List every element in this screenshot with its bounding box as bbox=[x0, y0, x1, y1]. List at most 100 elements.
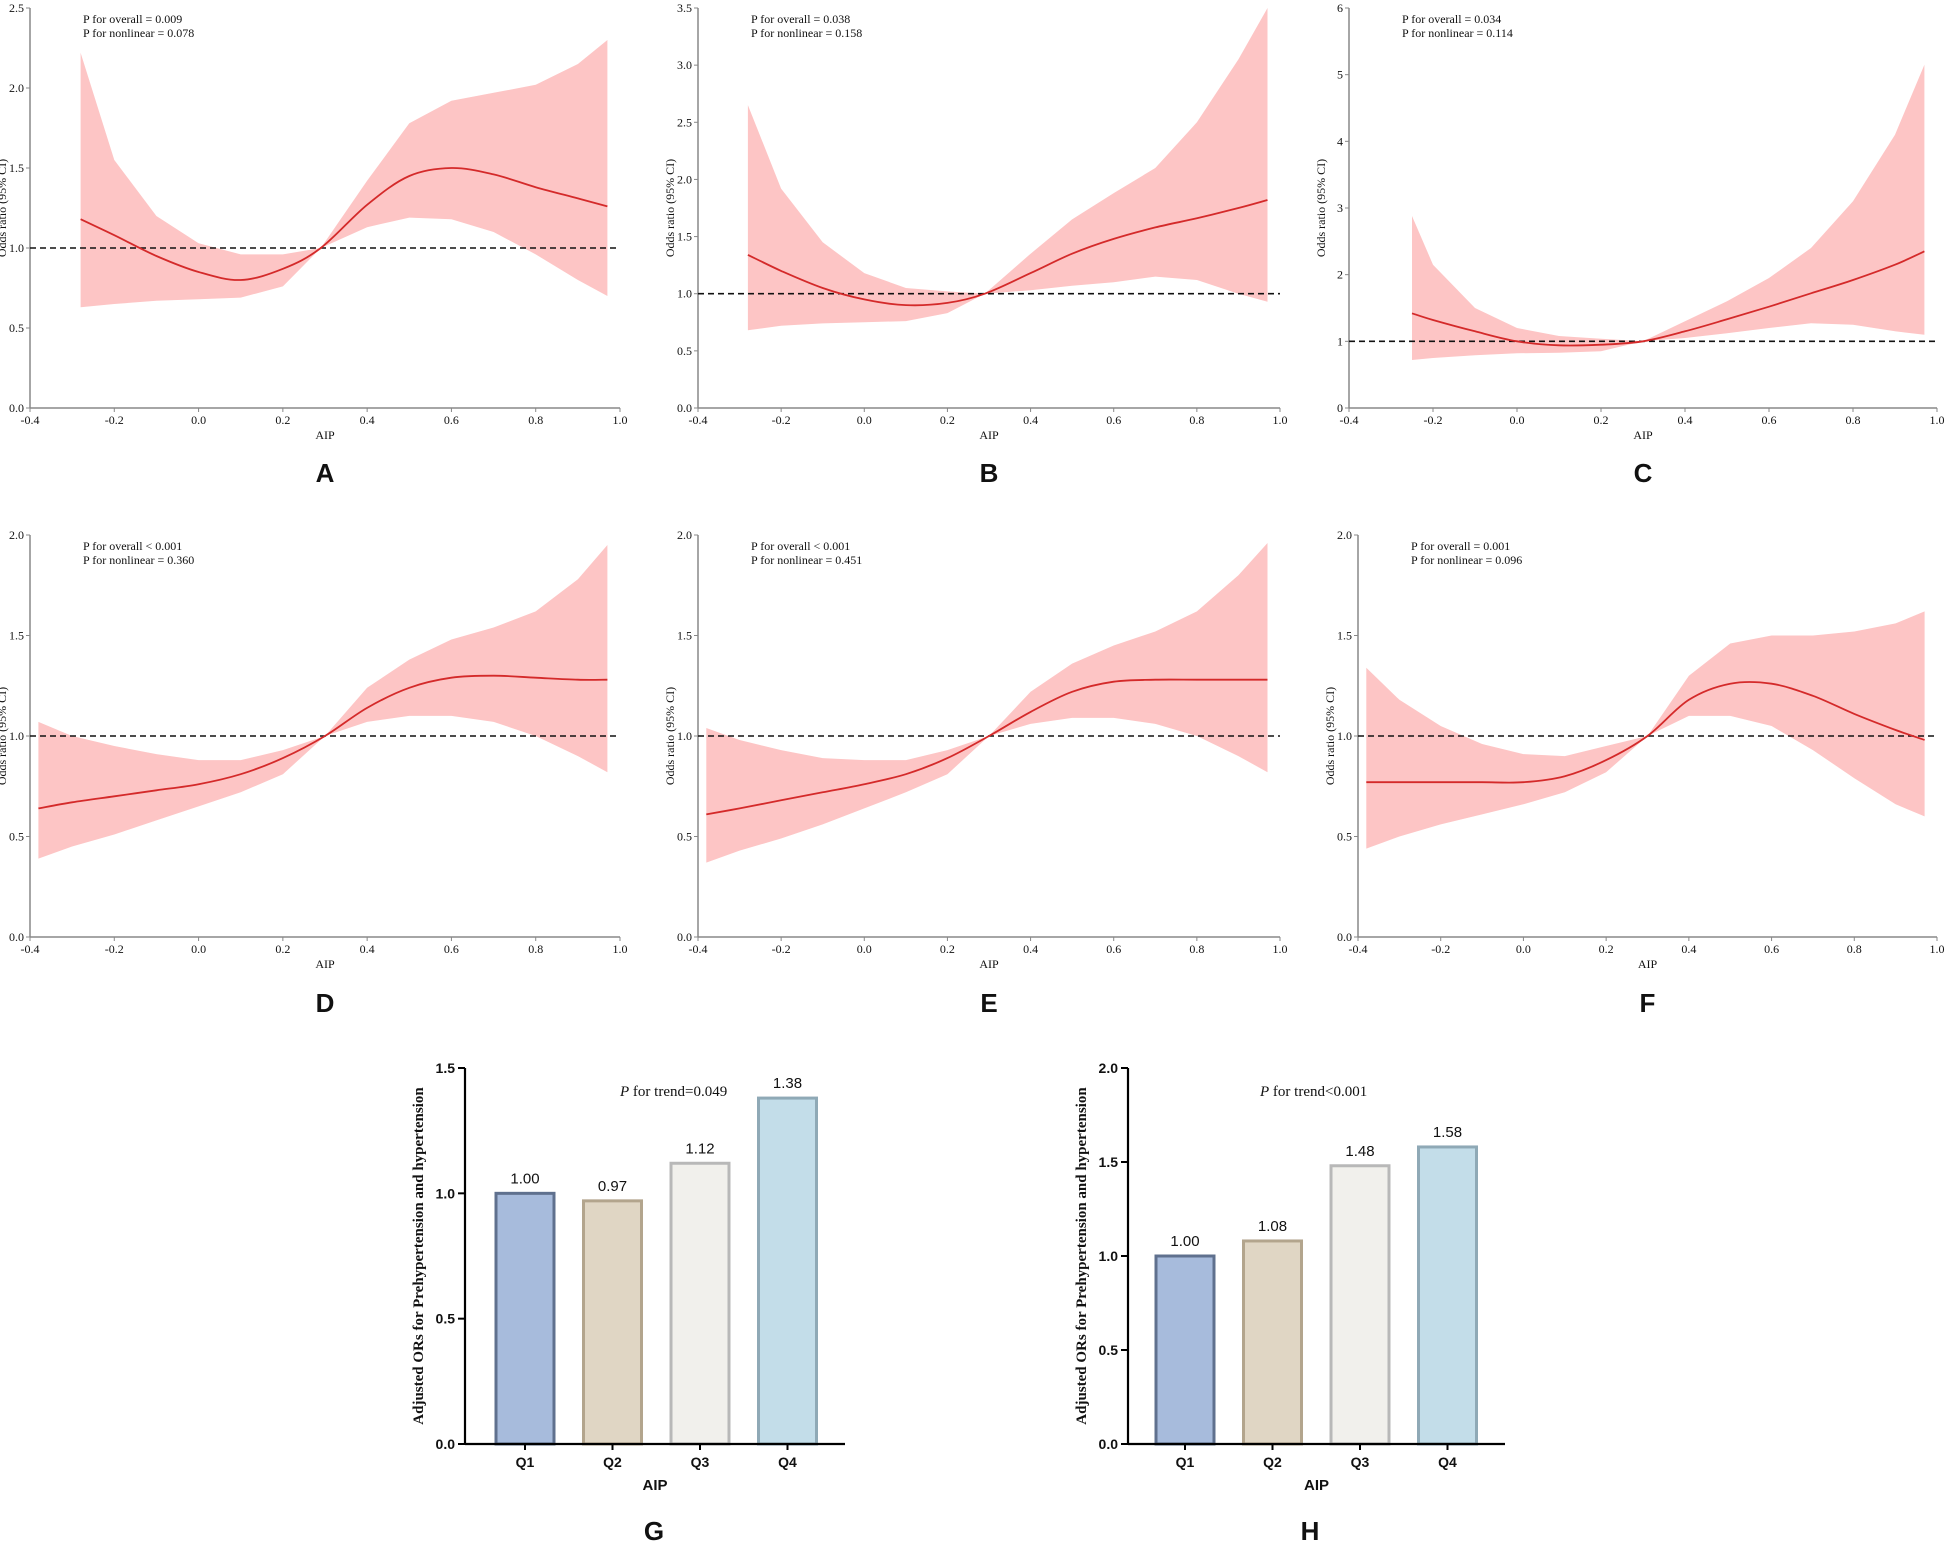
x-tick-label: 0.6 bbox=[1106, 942, 1121, 956]
y-tick-label: 3.0 bbox=[677, 58, 692, 72]
p-nonlinear-text: P for nonlinear = 0.451 bbox=[751, 553, 862, 567]
y-tick-label: 0.0 bbox=[436, 1436, 456, 1452]
or-curve bbox=[1411, 250, 1925, 347]
confidence-band bbox=[80, 40, 608, 308]
confidence-band bbox=[706, 543, 1268, 863]
y-tick-label: 0.5 bbox=[677, 344, 692, 358]
x-tick-label: -0.2 bbox=[1424, 413, 1443, 427]
y-tick-label: 0.0 bbox=[1099, 1436, 1119, 1452]
confidence-band bbox=[1366, 611, 1925, 849]
trend-p-symbol: P bbox=[1259, 1084, 1269, 1100]
y-tick-label: 1.0 bbox=[9, 241, 24, 255]
or-curve bbox=[1366, 681, 1925, 784]
bar-value-label: 1.08 bbox=[1258, 1218, 1287, 1235]
spline-panel-a: 0.0 0.5 1.0 1.5 2.0 2.5 -0.4 -0.2 0.0 0.2 0.4 0.6 0.… bbox=[0, 1, 628, 488]
spline-panel-c: 0 1 2 3 4 5 6 -0.4 -0.2 0.0 0.2 0.4 0.6 0.8 1.0 P for o… bbox=[1314, 1, 1945, 488]
x-tick-label: 0.4 bbox=[1678, 413, 1693, 427]
x-tick-label: 0.8 bbox=[528, 413, 543, 427]
y-tick-label: 5 bbox=[1337, 68, 1343, 82]
y-tick-label: 2.0 bbox=[1337, 528, 1352, 542]
y-tick-label: 0.5 bbox=[677, 830, 692, 844]
x-tick-label: Q3 bbox=[691, 1454, 710, 1470]
x-axis-title: AIP bbox=[315, 957, 335, 971]
or-curve bbox=[747, 199, 1268, 307]
p-overall-text: P for overall < 0.001 bbox=[83, 539, 182, 553]
x-tick-label: -0.2 bbox=[105, 942, 124, 956]
x-axis-title: AIP bbox=[1633, 428, 1653, 442]
p-overall-text: P for overall = 0.038 bbox=[751, 12, 850, 26]
bar-value-label: 1.38 bbox=[773, 1075, 802, 1092]
x-tick-label: 0.0 bbox=[191, 413, 206, 427]
panel-label: A bbox=[316, 458, 335, 488]
p-nonlinear-text: P for nonlinear = 0.096 bbox=[1411, 553, 1522, 567]
or-curve bbox=[80, 167, 608, 281]
x-tick-label: 0.2 bbox=[1594, 413, 1609, 427]
panel-label: G bbox=[644, 1516, 664, 1546]
y-tick-label: 0.0 bbox=[1337, 930, 1352, 944]
panel-label: H bbox=[1301, 1516, 1320, 1546]
confidence-band bbox=[1412, 64, 1925, 360]
y-tick-label: 1.0 bbox=[1337, 729, 1352, 743]
y-tick-label: 0.0 bbox=[677, 401, 692, 415]
bar-value-label: 1.12 bbox=[685, 1140, 714, 1157]
x-tick-label: 1.0 bbox=[613, 413, 628, 427]
x-tick-label: 0.8 bbox=[1846, 413, 1861, 427]
spline-panel-e: 0.0 0.5 1.0 1.5 2.0 -0.4 -0.2 0.0 0.2 0.4 0.6 0.8 1.… bbox=[663, 528, 1288, 1018]
y-tick-label: 1.0 bbox=[677, 729, 692, 743]
y-tick-label: 0.0 bbox=[677, 930, 692, 944]
y-tick-label: 3 bbox=[1337, 201, 1343, 215]
y-tick-label: 2.5 bbox=[677, 115, 692, 129]
spline-panel-d: 0.0 0.5 1.0 1.5 2.0 -0.4 -0.2 0.0 0.2 0.4 0.6 0.8 1.… bbox=[0, 528, 628, 1018]
x-tick-label: 0.8 bbox=[528, 942, 543, 956]
y-tick-label: 2.5 bbox=[9, 1, 24, 15]
x-tick-label: Q2 bbox=[603, 1454, 622, 1470]
y-tick-label: 1.5 bbox=[1337, 629, 1352, 643]
y-tick-label: 1.0 bbox=[677, 287, 692, 301]
trend-p-symbol: P bbox=[619, 1084, 629, 1100]
x-axis-title: AIP bbox=[1638, 957, 1658, 971]
spline-panel-f: 0.0 0.5 1.0 1.5 2.0 -0.4 -0.2 0.0 0.2 0.4 0.6 0.8 1.… bbox=[1323, 528, 1945, 1018]
x-tick-label: 0.4 bbox=[360, 942, 375, 956]
x-axis-title: AIP bbox=[315, 428, 335, 442]
x-tick-label: 0.2 bbox=[1599, 942, 1614, 956]
y-tick-label: 0.5 bbox=[1099, 1342, 1119, 1358]
y-tick-label: 0.0 bbox=[9, 401, 24, 415]
y-tick-label: 1.5 bbox=[9, 161, 24, 175]
x-tick-label: 0.8 bbox=[1189, 413, 1204, 427]
x-tick-label: -0.4 bbox=[1340, 413, 1359, 427]
p-nonlinear-text: P for nonlinear = 0.158 bbox=[751, 26, 862, 40]
y-axis-title: Odds ratio (95% CI) bbox=[0, 687, 9, 785]
x-tick-label: 0.0 bbox=[857, 413, 872, 427]
x-tick-label: Q1 bbox=[1176, 1454, 1195, 1470]
x-tick-label: -0.4 bbox=[689, 413, 708, 427]
x-tick-label: 0.0 bbox=[191, 942, 206, 956]
y-tick-label: 2.0 bbox=[9, 81, 24, 95]
x-tick-label: -0.2 bbox=[105, 413, 124, 427]
y-tick-label: 2 bbox=[1337, 268, 1343, 282]
x-tick-label: Q3 bbox=[1351, 1454, 1370, 1470]
bar-value-label: 1.00 bbox=[1170, 1233, 1199, 1250]
trend-p-text: P for trend<0.001 bbox=[1259, 1084, 1367, 1100]
x-tick-label: 0.4 bbox=[1681, 942, 1696, 956]
bar-q2 bbox=[1242, 1239, 1303, 1446]
or-curve bbox=[38, 674, 608, 810]
y-tick-label: 0.5 bbox=[436, 1311, 456, 1327]
y-tick-label: 0.5 bbox=[9, 830, 24, 844]
y-tick-label: 0.0 bbox=[9, 930, 24, 944]
y-axis-title: Odds ratio (95% CI) bbox=[1314, 159, 1328, 257]
x-tick-label: 0.8 bbox=[1189, 942, 1204, 956]
p-overall-text: P for overall = 0.034 bbox=[1402, 12, 1501, 26]
trend-p-value: for trend<0.001 bbox=[1269, 1084, 1367, 1100]
y-axis-title: Odds ratio (95% CI) bbox=[1323, 687, 1337, 785]
bar-value-label: 1.48 bbox=[1345, 1143, 1374, 1160]
y-tick-label: 4 bbox=[1337, 134, 1343, 148]
y-tick-label: 2.0 bbox=[9, 528, 24, 542]
x-tick-label: -0.4 bbox=[1349, 942, 1368, 956]
x-tick-label: 0.0 bbox=[1516, 942, 1531, 956]
y-axis-title: Odds ratio (95% CI) bbox=[663, 687, 677, 785]
spline-panel-b: 0.0 0.5 1.0 1.5 2.0 2.5 3.0 3.5 -0.4 -0.2 0.0 0.2 0.… bbox=[663, 1, 1288, 488]
panel-label: F bbox=[1640, 988, 1656, 1018]
p-overall-text: P for overall = 0.001 bbox=[1411, 539, 1510, 553]
y-axis-title: Adjusted ORs for Prehypertension and hyp… bbox=[411, 1087, 427, 1425]
